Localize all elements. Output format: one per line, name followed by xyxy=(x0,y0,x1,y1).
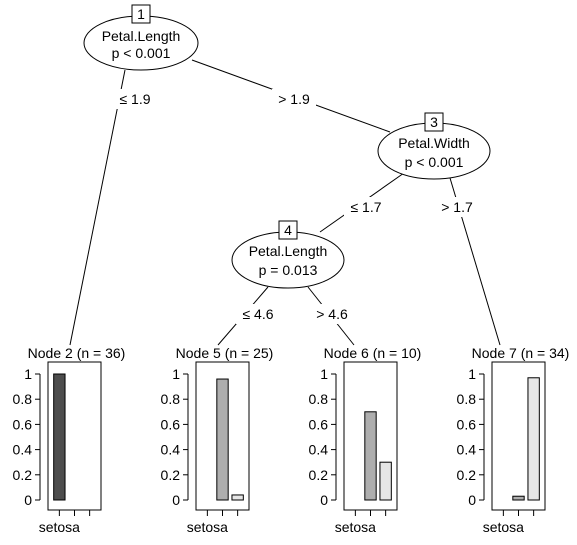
node-id-box xyxy=(424,112,444,132)
node-id: 1 xyxy=(137,6,145,22)
x-category-label: setosa xyxy=(483,519,524,535)
bar-setosa xyxy=(53,373,66,501)
node-id: 3 xyxy=(430,114,438,130)
terminal-node-title: Node 2 (n = 36) xyxy=(28,345,126,361)
y-tick-label: 0.4 xyxy=(13,442,33,458)
edge-label-3-right: > 1.7 xyxy=(441,199,473,215)
y-tick-label: 0 xyxy=(172,492,180,508)
y-tick-label: 1 xyxy=(468,366,476,382)
node-variable: Petal.Length xyxy=(249,243,328,259)
edge-label-1-left: ≤ 1.9 xyxy=(119,91,150,107)
node-p-value: p < 0.001 xyxy=(112,45,171,61)
y-tick-label: 0 xyxy=(320,492,328,508)
y-tick-label: 0.4 xyxy=(309,442,329,458)
node-p-value: p < 0.001 xyxy=(405,154,464,170)
y-tick-label: 1 xyxy=(24,366,32,382)
edge-1-to-2 xyxy=(69,69,126,346)
node-p-value: p = 0.013 xyxy=(259,262,318,278)
y-tick-label: 1 xyxy=(320,366,328,382)
edge-label-3-left: ≤ 1.7 xyxy=(350,199,381,215)
y-tick-label: 1 xyxy=(172,366,180,382)
y-tick-label: 0 xyxy=(468,492,476,508)
bar-versicolor xyxy=(216,378,229,501)
edge-label-4-left: ≤ 4.6 xyxy=(242,306,273,322)
y-tick-label: 0.6 xyxy=(13,416,33,432)
terminal-node-panels: Node 2 (n = 36)00.20.40.60.81setosaNode … xyxy=(13,345,570,535)
bar-versicolor xyxy=(512,495,525,501)
terminal-node-title: Node 5 (n = 25) xyxy=(176,345,274,361)
y-tick-label: 0.8 xyxy=(161,391,181,407)
y-tick-label: 0 xyxy=(24,492,32,508)
bar-versicolor xyxy=(364,411,377,501)
bar-virginica xyxy=(527,377,540,501)
node-id: 4 xyxy=(284,222,292,238)
edge-labels: ≤ 1.9 > 1.9 ≤ 1.7 > 1.7 ≤ 4.6 > 4.6 xyxy=(113,89,479,324)
x-category-label: setosa xyxy=(335,519,376,535)
terminal-node-1: Node 2 (n = 36) 0 0.2 0.4 0.6 0.8 1 setosa xyxy=(13,345,126,535)
bar-virginica xyxy=(231,494,244,501)
terminal-node-2: Node 5 (n = 25) 0 0.2 0.4 0.6 0.8 1 setosa xyxy=(161,345,274,535)
y-tick-label: 0.4 xyxy=(457,442,477,458)
node-variable: Petal.Length xyxy=(102,28,181,44)
y-tick-label: 0.2 xyxy=(13,467,33,483)
x-category-label: setosa xyxy=(39,519,80,535)
node-variable: Petal.Width xyxy=(398,135,470,151)
terminal-node-4: Node 7 (n = 34) 0 0.2 0.4 0.6 0.8 1 setosa xyxy=(457,345,570,535)
edge-label-4-right: > 4.6 xyxy=(316,306,348,322)
inner-node-1: 1 Petal.Length p < 0.001 xyxy=(83,4,199,71)
y-tick-label: 0.2 xyxy=(309,467,329,483)
terminal-node-title: Node 7 (n = 34) xyxy=(472,345,570,361)
node-ellipse xyxy=(231,231,345,289)
inner-node-4: 4 Petal.Length p = 0.013 xyxy=(231,220,345,289)
y-tick-label: 0.8 xyxy=(309,391,329,407)
inner-node-3: 3 Petal.Width p < 0.001 xyxy=(377,112,491,180)
y-tick-label: 0.8 xyxy=(457,391,477,407)
terminal-node-title: Node 6 (n = 10) xyxy=(324,345,422,361)
y-tick-label: 0.6 xyxy=(161,416,181,432)
y-tick-label: 0.6 xyxy=(457,416,477,432)
node-id-box xyxy=(278,220,298,240)
node-id-box xyxy=(131,4,151,24)
terminal-node-3: Node 6 (n = 10) 0 0.2 0.4 0.6 0.8 1 setosa xyxy=(309,345,422,535)
y-tick-label: 0.2 xyxy=(457,467,477,483)
y-tick-label: 0.2 xyxy=(161,467,181,483)
y-tick-label: 0.4 xyxy=(161,442,181,458)
y-tick-label: 0.6 xyxy=(309,416,329,432)
edge-label-1-right: > 1.9 xyxy=(278,91,310,107)
x-category-label: setosa xyxy=(187,519,228,535)
bar-virginica xyxy=(379,461,392,501)
y-tick-label: 0.8 xyxy=(13,391,33,407)
